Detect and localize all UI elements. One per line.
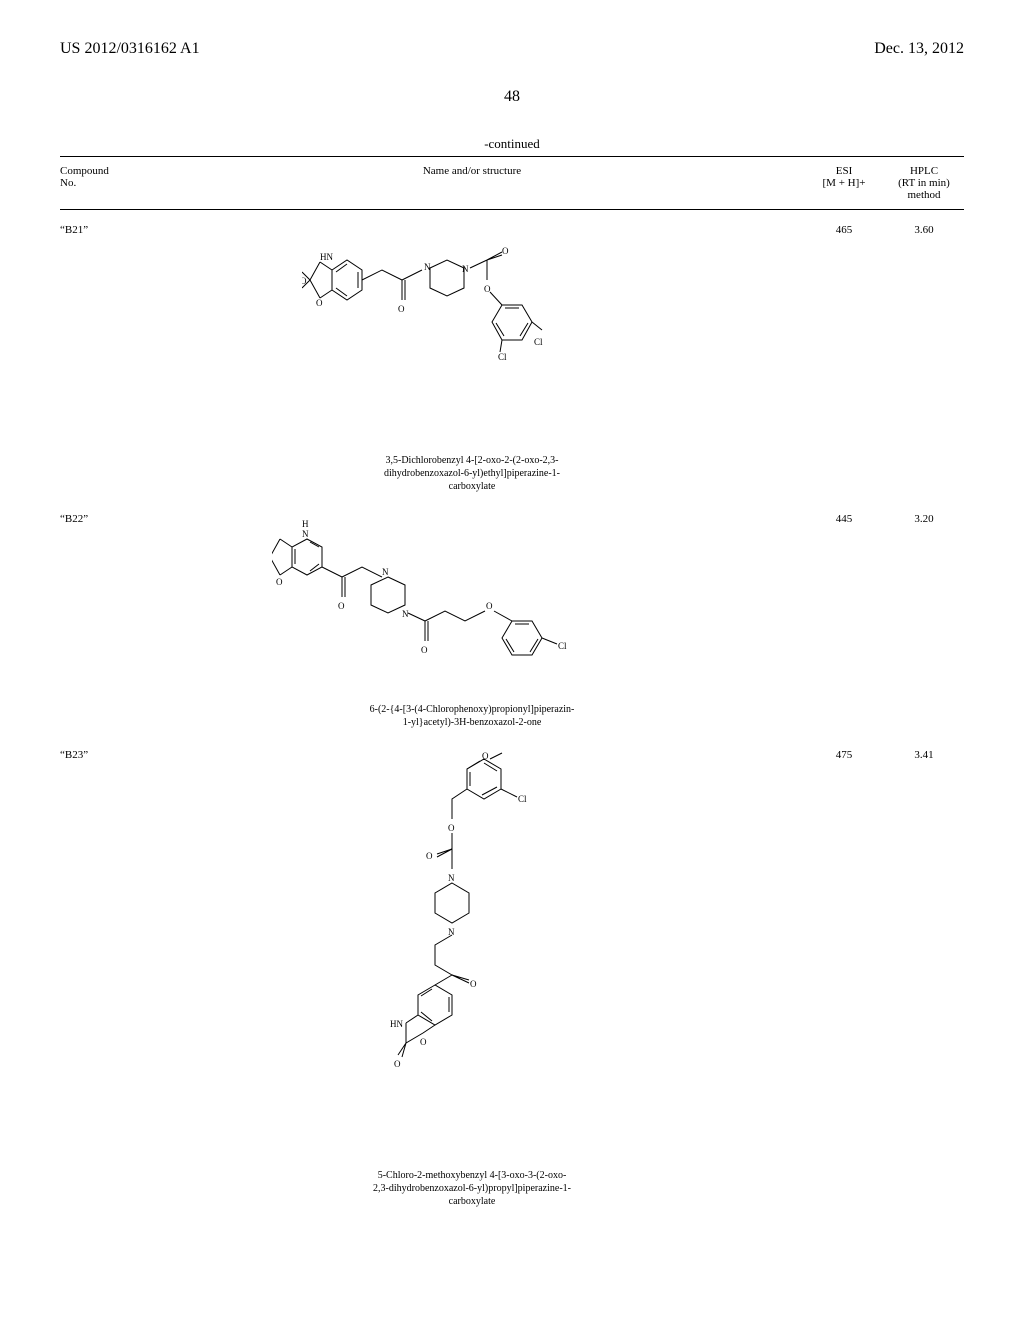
svg-text:O: O: [502, 246, 509, 256]
esi-value: 465: [804, 220, 884, 236]
svg-text:Cl: Cl: [558, 641, 567, 651]
svg-text:O: O: [398, 304, 405, 314]
col-header-esi-text: ESI[M + H]+: [823, 165, 866, 189]
svg-text:N: N: [302, 529, 309, 539]
page-number: 48: [60, 88, 964, 106]
page-header: US 2012/0316162 A1 Dec. 13, 2012: [60, 40, 964, 58]
svg-text:O: O: [420, 1037, 427, 1047]
compound-no: “B21”: [60, 220, 140, 236]
compound-table: -continued CompoundNo. Name and/or struc…: [60, 136, 964, 1216]
col-header-hplc: HPLC(RT in min)method: [884, 165, 964, 201]
svg-text:Cl: Cl: [498, 352, 507, 362]
svg-text:O: O: [276, 577, 283, 587]
svg-text:O: O: [421, 645, 428, 655]
svg-text:Cl: Cl: [534, 337, 543, 347]
svg-text:H: H: [302, 519, 309, 529]
svg-text:O: O: [394, 1059, 401, 1069]
svg-text:O: O: [470, 979, 477, 989]
table-row: “B22” H N O O O: [60, 501, 964, 737]
table-row: “B21” HN O O O: [60, 212, 964, 501]
rule-top: [60, 156, 964, 157]
molecule-structure: O Cl O O N N: [362, 745, 582, 1165]
svg-text:N: N: [382, 567, 389, 577]
col-header-hplc-text: HPLC(RT in min)method: [898, 165, 950, 201]
svg-text:O: O: [426, 851, 433, 861]
continued-label: -continued: [60, 136, 964, 152]
hplc-value: 3.20: [884, 509, 964, 525]
hplc-value: 3.60: [884, 220, 964, 236]
molecule-structure: H N O O O N N: [272, 509, 672, 699]
hplc-value: 3.41: [884, 745, 964, 761]
svg-text:O: O: [302, 276, 307, 286]
compound-name: 6-(2-{4-[3-(4-Chlorophenoxy)propionyl]pi…: [140, 703, 804, 729]
svg-text:HN: HN: [390, 1019, 403, 1029]
table-row: “B23” O Cl O O: [60, 737, 964, 1216]
col-header-structure-text: Name and/or structure: [423, 165, 521, 177]
structure-cell: O Cl O O N N: [140, 745, 804, 1208]
col-header-compound: CompoundNo.: [60, 165, 140, 201]
compound-no: “B22”: [60, 509, 140, 525]
svg-text:O: O: [316, 298, 323, 308]
svg-text:O: O: [338, 601, 345, 611]
structure-cell: H N O O O N N: [140, 509, 804, 729]
svg-text:HN: HN: [320, 252, 333, 262]
compound-no: “B23”: [60, 745, 140, 761]
compound-name: 5-Chloro-2-methoxybenzyl 4-[3-oxo-3-(2-o…: [140, 1169, 804, 1208]
table-header-row: CompoundNo. Name and/or structure ESI[M …: [60, 159, 964, 207]
svg-text:O: O: [486, 601, 493, 611]
svg-text:O: O: [448, 823, 455, 833]
patent-date: Dec. 13, 2012: [874, 40, 964, 58]
col-header-structure: Name and/or structure: [140, 165, 804, 201]
molecule-structure: HN O O O N N: [302, 220, 642, 450]
svg-text:N: N: [402, 609, 409, 619]
svg-text:Cl: Cl: [518, 794, 527, 804]
compound-name: 3,5-Dichlorobenzyl 4-[2-oxo-2-(2-oxo-2,3…: [140, 454, 804, 493]
esi-value: 475: [804, 745, 884, 761]
col-header-esi: ESI[M + H]+: [804, 165, 884, 201]
svg-text:N: N: [462, 264, 469, 274]
col-header-compound-text: CompoundNo.: [60, 165, 109, 189]
svg-text:N: N: [448, 873, 455, 883]
rule-header-bottom: [60, 209, 964, 210]
structure-cell: HN O O O N N: [140, 220, 804, 493]
patent-number: US 2012/0316162 A1: [60, 40, 200, 58]
esi-value: 445: [804, 509, 884, 525]
